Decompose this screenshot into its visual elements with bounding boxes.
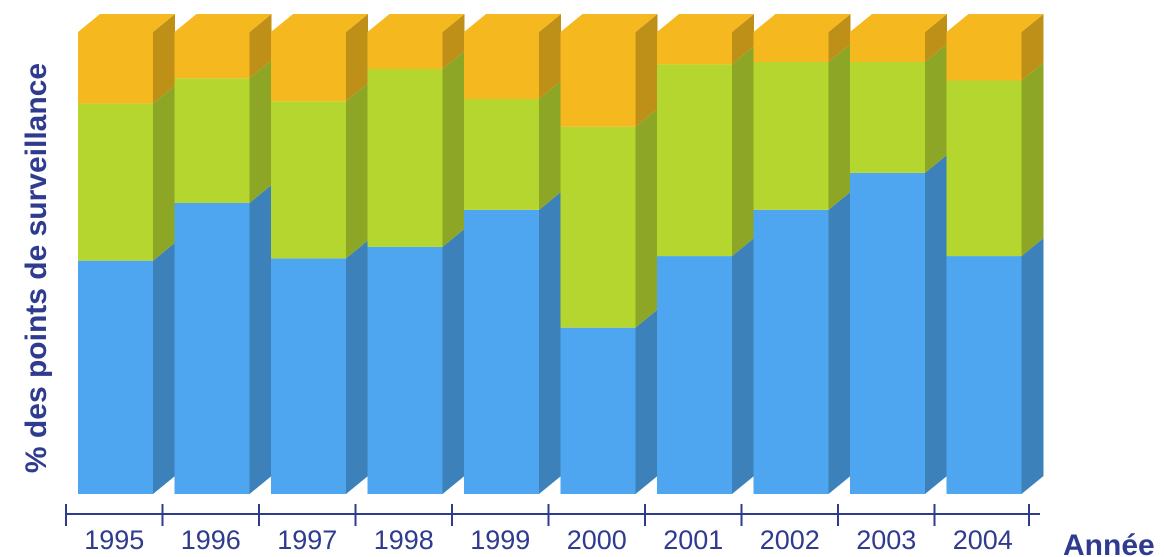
bar-segment-1998-series-1: [367, 68, 443, 247]
bar-segment-1996-series-0: [174, 202, 250, 494]
bar-segment-1998-series-0: [367, 246, 443, 494]
bar-segment-2002-series-2: [753, 32, 829, 63]
x-tick-label-1998: 1998: [374, 525, 434, 555]
bar-segment-1996-series-1: [174, 78, 250, 203]
bar-2002: [753, 14, 851, 494]
bar-segment-2002-series-1: [753, 62, 829, 210]
bar-side-2003-series-0: [925, 154, 947, 494]
bar-side-1995-series-2: [153, 14, 175, 104]
bar-segment-2004-series-1: [946, 80, 1022, 257]
bar-segment-2001-series-1: [657, 64, 732, 257]
bar-top-1999: [464, 14, 561, 32]
bar-segment-1995-series-0: [78, 260, 153, 494]
bar-1999: [464, 14, 561, 494]
bar-segment-2001-series-2: [657, 32, 732, 65]
x-tick-label-1995: 1995: [84, 525, 144, 555]
bar-segment-2001-series-0: [657, 256, 732, 494]
bar-2003: [850, 14, 947, 494]
bar-side-2003-series-1: [925, 44, 947, 173]
bar-side-1996-series-2: [249, 14, 272, 79]
bar-side-1998-series-2: [442, 14, 465, 69]
bar-top-2000: [560, 14, 658, 32]
bar-side-2001-series-1: [732, 46, 754, 257]
bar-side-1996-series-0: [249, 184, 272, 494]
bar-side-1995-series-1: [153, 85, 175, 261]
x-tick-label-2002: 2002: [760, 525, 820, 555]
bar-segment-2000-series-2: [560, 32, 636, 127]
bar-side-2001-series-2: [732, 14, 754, 65]
bar-1995: [78, 14, 175, 494]
bar-segment-1996-series-2: [174, 32, 250, 79]
bar-2004: [946, 14, 1044, 494]
bar-side-1996-series-1: [249, 60, 272, 203]
bar-segment-1998-series-2: [367, 32, 443, 69]
x-axis: 1995 1996 1997 1998 1999 2000 2001 2002 2003 2004: [65, 504, 1040, 555]
bar-side-2002-series-1: [828, 44, 851, 210]
bar-segment-1995-series-1: [78, 103, 153, 261]
bar-side-1997-series-0: [346, 240, 368, 494]
bar-top-2004: [946, 14, 1044, 32]
bar-side-1995-series-0: [153, 242, 175, 494]
bar-segment-2003-series-2: [850, 32, 925, 63]
x-tick-label-2004: 2004: [953, 525, 1013, 555]
x-tick-label-1999: 1999: [470, 525, 530, 555]
bar-side-2004-series-2: [1021, 14, 1044, 81]
x-tick-label-2000: 2000: [567, 525, 627, 555]
bar-segment-1999-series-1: [464, 98, 539, 210]
bar-side-1997-series-1: [346, 83, 368, 259]
bar-segment-1997-series-1: [271, 101, 346, 259]
x-tick-label-1997: 1997: [277, 525, 337, 555]
x-tick-label-2001: 2001: [663, 525, 723, 555]
bar-segment-2003-series-1: [850, 62, 925, 173]
bar-side-2000-series-0: [635, 309, 658, 494]
bar-side-2004-series-0: [1021, 238, 1044, 494]
bar-side-1998-series-0: [442, 228, 465, 494]
bar-segment-2004-series-2: [946, 32, 1022, 81]
bar-2001: [657, 14, 754, 494]
bar-side-2003-series-2: [925, 14, 947, 63]
bar-segment-2004-series-0: [946, 256, 1022, 494]
bar-1997: [271, 14, 368, 494]
bar-2000: [560, 14, 658, 494]
bars-group: [78, 14, 1044, 494]
bar-top-2001: [657, 14, 754, 32]
bar-segment-1995-series-2: [78, 32, 153, 104]
bar-segment-2002-series-0: [753, 209, 829, 494]
x-tick-label-1996: 1996: [181, 525, 241, 555]
bar-segment-1997-series-0: [271, 258, 346, 494]
bar-side-2004-series-1: [1021, 62, 1044, 257]
bar-side-2002-series-0: [828, 191, 851, 494]
bar-side-1998-series-1: [442, 50, 465, 247]
bar-side-2000-series-1: [635, 108, 658, 328]
bar-top-1998: [367, 14, 465, 32]
y-axis-label: % des points de surveillance: [20, 63, 53, 473]
bar-segment-1997-series-2: [271, 32, 346, 102]
bar-top-1996: [174, 14, 272, 32]
bar-1998: [367, 14, 465, 494]
bar-top-1997: [271, 14, 368, 32]
bar-side-2002-series-2: [828, 14, 851, 63]
bar-1996: [174, 14, 272, 494]
bar-side-1997-series-2: [346, 14, 368, 102]
bar-top-2002: [753, 14, 851, 32]
bar-segment-2000-series-1: [560, 126, 636, 328]
bar-side-2000-series-2: [635, 14, 658, 127]
bar-top-1995: [78, 14, 175, 32]
bar-segment-2003-series-0: [850, 172, 925, 494]
bar-segment-2000-series-0: [560, 327, 636, 494]
bar-side-1999-series-1: [539, 80, 561, 210]
x-tick-label-2003: 2003: [856, 525, 916, 555]
x-axis-label: Année: [1063, 529, 1155, 557]
bar-segment-1999-series-0: [464, 209, 539, 494]
bar-side-2001-series-0: [732, 238, 754, 494]
bar-top-2003: [850, 14, 947, 32]
bar-side-1999-series-2: [539, 14, 561, 99]
bar-segment-1999-series-2: [464, 32, 539, 99]
bar-side-1999-series-0: [539, 191, 561, 494]
